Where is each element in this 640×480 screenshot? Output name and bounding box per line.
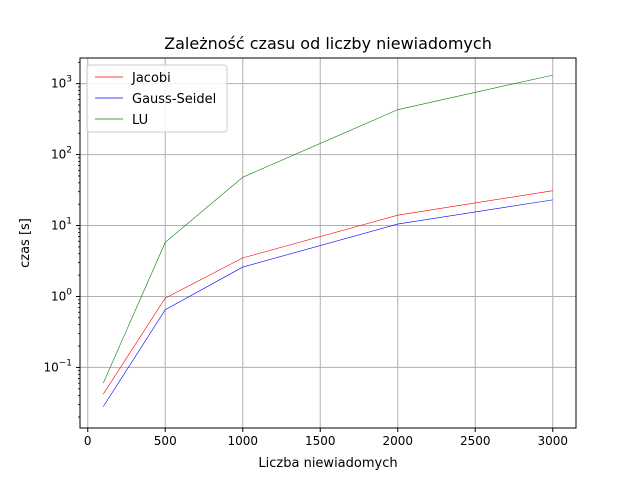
x-tick-label: 1000 <box>227 434 258 448</box>
legend-box <box>86 64 228 133</box>
x-tick-label: 2000 <box>382 434 413 448</box>
x-tick-label: 2500 <box>460 434 491 448</box>
legend-label-jacobi: Jacobi <box>131 71 171 86</box>
y-tick-label: 102 <box>51 146 72 162</box>
y-tick-label: 10−1 <box>43 358 72 374</box>
y-axis-label: czas [s] <box>18 218 33 268</box>
series-lines <box>102 74 553 407</box>
axis-ticks: 0 500 1000 1500 2000 2500 3000 10−1 100 101 102 103 <box>43 61 568 448</box>
y-tick-label: 100 <box>51 287 72 303</box>
x-tick-label: 3000 <box>537 434 568 448</box>
plot-frame <box>79 57 577 429</box>
x-tick-label: 1500 <box>305 434 336 448</box>
y-tick-label: 103 <box>51 75 72 91</box>
legend-label-gauss-seidel: Gauss-Seidel <box>132 92 216 107</box>
legend-label-lu: LU <box>132 113 148 128</box>
chart-title: Zależność czasu od liczby niewiadomych <box>164 34 492 53</box>
x-axis-label: Liczba niewiadomych <box>258 456 397 471</box>
y-tick-label: 101 <box>51 217 72 233</box>
legend: Jacobi Gauss-Seidel LU <box>86 64 228 133</box>
x-tick-label: 0 <box>84 434 92 448</box>
x-tick-label: 500 <box>154 434 177 448</box>
